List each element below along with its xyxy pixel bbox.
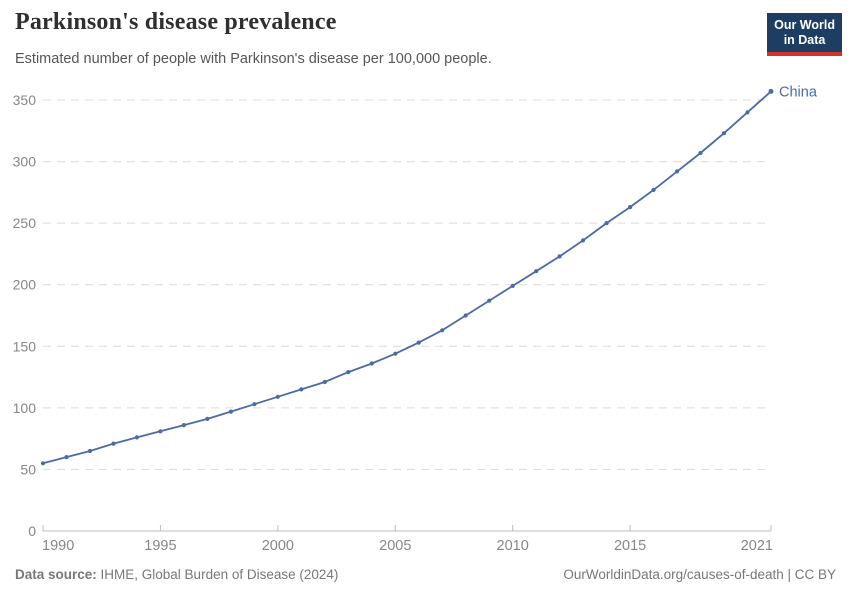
y-axis-tick-label: 200 bbox=[13, 277, 37, 293]
data-point bbox=[768, 88, 774, 94]
data-point bbox=[604, 221, 609, 226]
credit-line: OurWorldinData.org/causes-of-death | CC … bbox=[563, 567, 836, 582]
data-point bbox=[675, 169, 680, 174]
y-axis-tick-label: 250 bbox=[13, 215, 37, 231]
page-title: Parkinson's disease prevalence bbox=[15, 9, 337, 35]
data-point bbox=[87, 448, 93, 454]
data-point bbox=[64, 455, 69, 460]
data-source-label: Data source: bbox=[15, 567, 97, 582]
data-point bbox=[228, 409, 233, 414]
data-point bbox=[534, 269, 539, 274]
data-point bbox=[346, 370, 351, 375]
data-source: Data source: IHME, Global Burden of Dise… bbox=[15, 567, 338, 582]
data-point bbox=[40, 461, 46, 466]
data-point bbox=[322, 379, 327, 385]
data-point bbox=[181, 423, 186, 428]
series-line-china bbox=[42, 90, 772, 465]
x-axis-tick-label: 2021 bbox=[741, 538, 773, 554]
data-source-value: IHME, Global Burden of Disease (2024) bbox=[96, 567, 339, 582]
line-chart: 0 50 100 150 200 250 300 350 1990 1995 2000 2005 201… bbox=[13, 84, 818, 554]
data-point bbox=[721, 131, 727, 136]
owid-logo: Our World in Data bbox=[767, 13, 842, 56]
data-point bbox=[369, 361, 374, 366]
data-point bbox=[510, 283, 515, 288]
data-point bbox=[463, 313, 468, 318]
data-point bbox=[111, 441, 116, 446]
y-axis-tick-label: 0 bbox=[28, 523, 36, 539]
data-point bbox=[299, 387, 304, 392]
data-point bbox=[134, 435, 139, 440]
data-point bbox=[698, 150, 703, 156]
y-axis-tick-label: 350 bbox=[13, 92, 37, 108]
y-axis-tick-label: 300 bbox=[13, 154, 37, 170]
owid-logo-line2: in Data bbox=[783, 33, 826, 47]
x-axis-tick-label: 2005 bbox=[379, 538, 411, 554]
data-point bbox=[628, 205, 633, 210]
data-point bbox=[440, 328, 445, 333]
data-point bbox=[581, 238, 586, 243]
data-point bbox=[557, 254, 562, 259]
y-axis-tick-label: 150 bbox=[13, 338, 37, 354]
x-axis-tick-label: 2000 bbox=[262, 538, 294, 554]
data-point bbox=[158, 429, 163, 434]
data-point bbox=[275, 394, 280, 399]
y-axis-tick-label: 50 bbox=[20, 461, 36, 477]
data-point bbox=[487, 298, 492, 303]
owid-logo-line1: Our World bbox=[774, 18, 835, 32]
x-axis-tick-label: 2010 bbox=[497, 538, 529, 554]
data-point bbox=[205, 416, 210, 421]
data-point bbox=[651, 187, 656, 192]
x-axis-tick-label: 2015 bbox=[614, 538, 646, 554]
y-axis-tick-label: 100 bbox=[13, 400, 37, 416]
series-label-china: China bbox=[779, 84, 818, 100]
data-point bbox=[416, 340, 421, 345]
x-axis-tick-label: 1990 bbox=[42, 538, 74, 554]
x-axis-tick-label: 1995 bbox=[144, 538, 176, 554]
data-point bbox=[393, 351, 398, 356]
data-point bbox=[252, 402, 257, 407]
chart-subtitle: Estimated number of people with Parkinso… bbox=[15, 51, 492, 67]
data-point bbox=[745, 110, 750, 115]
